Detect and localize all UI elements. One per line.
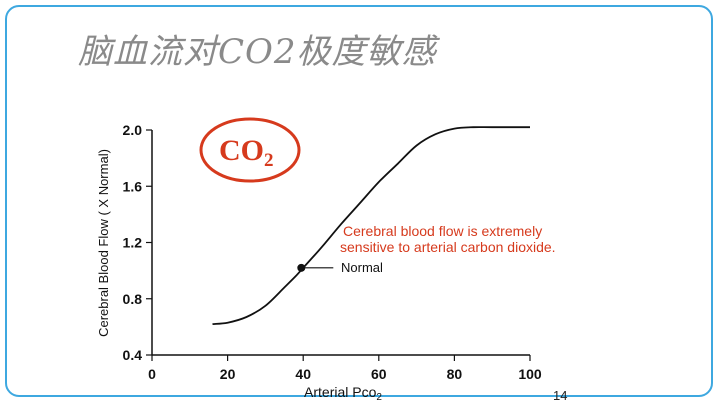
x-axis-label: Arterial Pco xyxy=(304,384,377,400)
y-tick-label: 2.0 xyxy=(123,122,143,138)
annotation-line-1: Cerebral blood flow is extremely xyxy=(343,223,542,239)
x-tick-label: 100 xyxy=(518,366,542,382)
y-axis-label: Cerebral Blood Flow ( X Normal) xyxy=(96,149,111,337)
normal-label: Normal xyxy=(341,260,383,275)
y-tick-label: 1.6 xyxy=(123,178,143,194)
x-tick-label: 40 xyxy=(295,366,311,382)
co2-badge-ellipse xyxy=(199,117,301,183)
series-line xyxy=(212,126,530,325)
normal-point xyxy=(297,263,306,272)
co2-badge: CO2 xyxy=(219,134,274,171)
slide-border xyxy=(5,5,713,397)
x-tick-label: 80 xyxy=(447,366,463,382)
co2-badge-sub: 2 xyxy=(264,150,274,171)
x-tick-label: 60 xyxy=(371,366,387,382)
y-tick-label: 1.2 xyxy=(123,235,143,251)
x-axis-label-sub: 2 xyxy=(376,392,382,403)
co2-badge-main: CO xyxy=(219,134,264,167)
x-tick-label: 0 xyxy=(148,366,156,382)
x-tick-label: 20 xyxy=(220,366,236,382)
page-number: 14 xyxy=(553,388,567,403)
chart-ticks: 0 20 40 60 80 100 0.4 0.8 1.2 1.6 2.0 xyxy=(123,122,542,382)
slide-title: 脑血流对CO2极度敏感 xyxy=(78,32,437,72)
x-axis-label-group: Arterial Pco2 xyxy=(304,384,382,403)
annotation-line-2: sensitive to arterial carbon dioxide. xyxy=(340,239,556,255)
y-tick-label: 0.8 xyxy=(123,291,143,307)
chart-curve-layer xyxy=(212,126,530,325)
y-tick-label: 0.4 xyxy=(123,347,143,363)
